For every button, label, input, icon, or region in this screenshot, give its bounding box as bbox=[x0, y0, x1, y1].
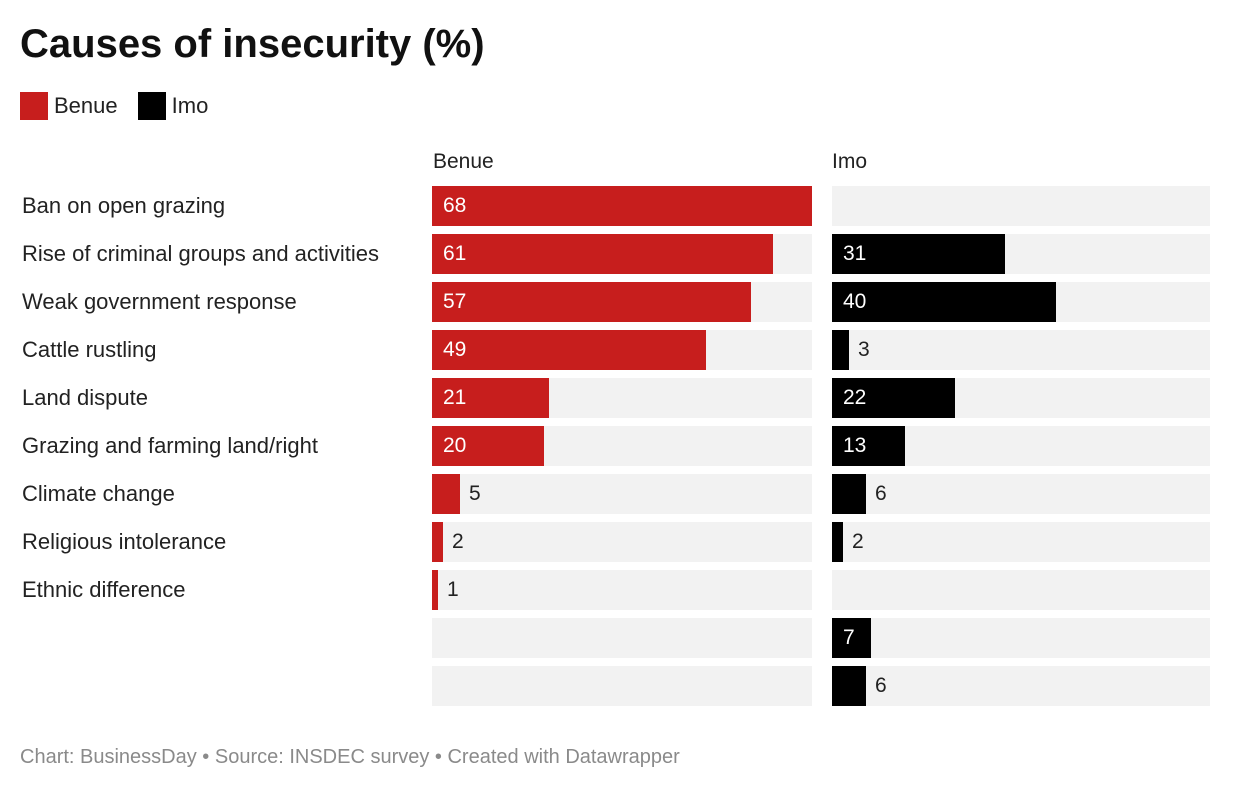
value-label: 2 bbox=[852, 530, 864, 553]
bar-track: 2 bbox=[432, 522, 812, 562]
value-label: 31 bbox=[843, 242, 867, 265]
bar-track: 6 bbox=[832, 666, 1210, 706]
legend-label: Benue bbox=[54, 93, 118, 118]
value-label: 49 bbox=[443, 338, 467, 361]
bar-track bbox=[832, 570, 1210, 610]
value-label: 40 bbox=[843, 290, 867, 313]
bar-track: 57 bbox=[432, 282, 812, 322]
bar-track: 5 bbox=[432, 474, 812, 514]
bar-track bbox=[432, 618, 812, 658]
bar-track: 1 bbox=[432, 570, 812, 610]
category-label: Grazing and farming land/right bbox=[22, 433, 318, 458]
value-label: 1 bbox=[447, 578, 459, 601]
legend-swatch bbox=[20, 92, 48, 120]
bar-track: 6 bbox=[832, 474, 1210, 514]
bar-track: 2 bbox=[832, 522, 1210, 562]
value-label: 20 bbox=[443, 434, 467, 457]
bar-track: 61 bbox=[432, 234, 812, 274]
bar-track: 68 bbox=[432, 186, 812, 226]
bar-track: 22 bbox=[832, 378, 1210, 418]
bar-track: 40 bbox=[832, 282, 1210, 322]
bar-track bbox=[832, 186, 1210, 226]
value-label: 5 bbox=[469, 482, 481, 505]
bar-benue bbox=[432, 522, 443, 562]
bar-benue bbox=[432, 330, 706, 370]
bar-imo bbox=[832, 474, 866, 514]
category-label: Land dispute bbox=[22, 385, 148, 410]
category-label: Religious intolerance bbox=[22, 529, 227, 554]
bar-imo bbox=[832, 378, 955, 418]
value-label: 22 bbox=[843, 386, 867, 409]
legend-item-imo: Imo bbox=[137, 92, 209, 120]
value-label: 2 bbox=[452, 530, 464, 553]
category-label: Cattle rustling bbox=[22, 337, 157, 362]
panel-title-benue: Benue bbox=[433, 150, 494, 173]
bar-track: 21 bbox=[432, 378, 812, 418]
value-label: 6 bbox=[875, 674, 887, 697]
bar-imo bbox=[832, 666, 866, 706]
bar-track: 20 bbox=[432, 426, 812, 466]
category-label: Climate change bbox=[22, 481, 175, 506]
category-label: Ban on open grazing bbox=[22, 193, 226, 218]
bar-track: 31 bbox=[832, 234, 1210, 274]
value-label: 6 bbox=[875, 482, 887, 505]
value-label: 68 bbox=[443, 194, 467, 217]
legend-item-benue: Benue bbox=[20, 92, 118, 120]
bar-track: 49 bbox=[432, 330, 812, 370]
bar-track bbox=[432, 666, 812, 706]
value-label: 21 bbox=[443, 386, 467, 409]
bar-track: 3 bbox=[832, 330, 1210, 370]
category-label: Weak government response bbox=[22, 289, 297, 314]
value-label: 3 bbox=[858, 338, 870, 361]
bar-benue bbox=[432, 282, 751, 322]
legend: Benue Imo bbox=[20, 92, 228, 120]
chart-title: Causes of insecurity (%) bbox=[20, 22, 485, 66]
value-label: 61 bbox=[443, 242, 467, 265]
bar-imo bbox=[832, 330, 849, 370]
value-label: 7 bbox=[843, 626, 855, 649]
bar-benue bbox=[432, 426, 544, 466]
legend-swatch bbox=[137, 92, 166, 120]
bar-benue bbox=[432, 234, 773, 274]
value-label: 13 bbox=[843, 434, 867, 457]
footer-credits: Chart: BusinessDay • Source: INSDEC surv… bbox=[20, 746, 680, 768]
category-label: Ethnic difference bbox=[22, 577, 186, 602]
bar-track: 13 bbox=[832, 426, 1210, 466]
bar-imo bbox=[832, 522, 843, 562]
bar-imo bbox=[832, 426, 905, 466]
bar-benue bbox=[432, 570, 438, 610]
panel-title-imo: Imo bbox=[832, 150, 868, 173]
bar-track: 7 bbox=[832, 618, 1210, 658]
bar-benue bbox=[432, 378, 549, 418]
value-label: 57 bbox=[443, 290, 467, 313]
bar-imo bbox=[832, 234, 1005, 274]
bar-benue bbox=[432, 186, 812, 226]
category-label: Rise of criminal groups and activities bbox=[22, 241, 380, 266]
bar-imo bbox=[832, 282, 1056, 322]
bar-benue bbox=[432, 474, 460, 514]
legend-label: Imo bbox=[171, 93, 209, 118]
bar-imo bbox=[832, 618, 871, 658]
